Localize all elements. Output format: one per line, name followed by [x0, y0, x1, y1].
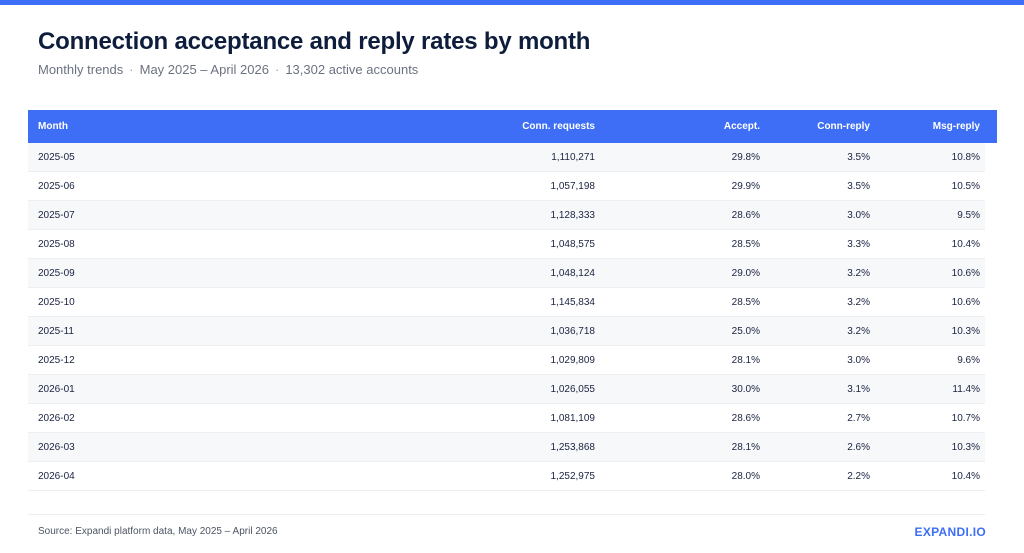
cell-accept: 29.0%: [731, 267, 760, 279]
footer-divider: [28, 514, 985, 515]
cell-accept: 30.0%: [731, 383, 760, 395]
cell-conn-reply: 3.2%: [847, 296, 870, 308]
cell-msg-reply: 10.8%: [951, 151, 980, 163]
cell-conn-reply: 3.0%: [847, 354, 870, 366]
cell-conn-reply: 3.2%: [847, 267, 870, 279]
cell-month: 2025-10: [38, 296, 75, 308]
cell-msg-reply: 10.7%: [951, 412, 980, 424]
column-header-conn-reply: Conn-reply: [817, 121, 870, 132]
column-header-msg-reply: Msg-reply: [932, 121, 980, 132]
cell-conn-requests: 1,081,109: [550, 412, 596, 424]
cell-conn-reply: 2.2%: [847, 470, 870, 482]
cell-accept: 29.9%: [731, 180, 760, 192]
brand-logo-text: EXPANDI.IO: [914, 525, 986, 539]
table-row: 2025-08 1,048,575 28.5% 3.3% 10.4%: [28, 230, 985, 259]
cell-accept: 28.5%: [731, 238, 760, 250]
cell-accept: 28.5%: [731, 296, 760, 308]
cell-conn-requests: 1,036,718: [550, 325, 596, 337]
cell-conn-reply: 3.2%: [847, 325, 870, 337]
subtitle-trends: Monthly trends: [38, 62, 124, 77]
cell-conn-requests: 1,128,333: [550, 209, 596, 221]
subtitle-accounts: 13,302 active accounts: [285, 62, 419, 77]
table-row: 2026-01 1,026,055 30.0% 3.1% 11.4%: [28, 375, 985, 404]
table-header-row: Month Conn. requests Accept. Conn-reply …: [28, 110, 997, 143]
cell-month: 2026-01: [38, 383, 75, 395]
cell-accept: 29.8%: [731, 151, 760, 163]
cell-accept: 28.1%: [731, 441, 760, 453]
cell-conn-reply: 2.7%: [847, 412, 870, 424]
column-header-accept: Accept.: [723, 121, 760, 132]
subtitle-separator: ·: [129, 62, 134, 77]
table-row: 2025-05 1,110,271 29.8% 3.5% 10.8%: [28, 143, 985, 172]
cell-conn-requests: 1,026,055: [550, 383, 596, 395]
table-row: 2025-06 1,057,198 29.9% 3.5% 10.5%: [28, 172, 985, 201]
cell-conn-requests: 1,253,868: [550, 441, 596, 453]
cell-month: 2025-08: [38, 238, 75, 250]
table-row: 2026-04 1,252,975 28.0% 2.2% 10.4%: [28, 462, 985, 491]
column-header-month: Month: [38, 121, 68, 132]
cell-accept: 25.0%: [731, 325, 760, 337]
cell-msg-reply: 10.5%: [951, 180, 980, 192]
cell-accept: 28.6%: [731, 412, 760, 424]
table-row: 2025-07 1,128,333 28.6% 3.0% 9.5%: [28, 201, 985, 230]
subtitle-separator: ·: [274, 62, 280, 77]
column-header-conn-requests: Conn. requests: [522, 121, 595, 132]
cell-month: 2025-06: [38, 180, 75, 192]
page-subtitle: Monthly trends · May 2025 – April 2026 · 13,…: [38, 62, 418, 77]
cell-conn-requests: 1,029,809: [550, 354, 596, 366]
cell-month: 2026-03: [38, 441, 75, 453]
cell-msg-reply: 9.5%: [957, 209, 980, 221]
cell-msg-reply: 10.6%: [951, 296, 980, 308]
table-row: 2025-11 1,036,718 25.0% 3.2% 10.3%: [28, 317, 985, 346]
cell-accept: 28.1%: [731, 354, 760, 366]
cell-msg-reply: 11.4%: [952, 383, 980, 395]
subtitle-date-range: May 2025 – April 2026: [139, 62, 269, 77]
cell-conn-requests: 1,145,834: [550, 296, 596, 308]
data-table: Month Conn. requests Accept. Conn-reply …: [28, 110, 997, 491]
table-row: 2025-10 1,145,834 28.5% 3.2% 10.6%: [28, 288, 985, 317]
cell-msg-reply: 10.4%: [951, 470, 980, 482]
cell-conn-requests: 1,110,271: [551, 151, 595, 163]
cell-month: 2026-02: [38, 412, 75, 424]
cell-month: 2025-09: [38, 267, 75, 279]
cell-msg-reply: 9.6%: [957, 354, 980, 366]
cell-conn-requests: 1,048,575: [550, 238, 596, 250]
cell-msg-reply: 10.3%: [951, 325, 980, 337]
cell-conn-reply: 3.3%: [847, 238, 870, 250]
source-note: Source: Expandi platform data, May 2025 …: [38, 526, 278, 537]
cell-month: 2025-05: [38, 151, 75, 163]
cell-conn-reply: 3.5%: [847, 151, 870, 163]
cell-conn-requests: 1,252,975: [550, 470, 596, 482]
cell-conn-requests: 1,048,124: [550, 267, 596, 279]
cell-msg-reply: 10.4%: [951, 238, 980, 250]
cell-conn-reply: 2.6%: [847, 441, 870, 453]
cell-msg-reply: 10.6%: [951, 267, 980, 279]
cell-month: 2025-07: [38, 209, 75, 221]
cell-accept: 28.0%: [731, 470, 760, 482]
top-accent-bar: [0, 0, 1024, 5]
cell-conn-reply: 3.1%: [847, 383, 870, 395]
cell-accept: 28.6%: [731, 209, 760, 221]
cell-month: 2025-11: [38, 325, 74, 337]
table-row: 2026-02 1,081,109 28.6% 2.7% 10.7%: [28, 404, 985, 433]
table-row: 2025-09 1,048,124 29.0% 3.2% 10.6%: [28, 259, 985, 288]
cell-conn-requests: 1,057,198: [550, 180, 596, 192]
table-body: 2025-05 1,110,271 29.8% 3.5% 10.8% 2025-06 1,0…: [28, 143, 997, 491]
cell-month: 2025-12: [38, 354, 75, 366]
cell-msg-reply: 10.3%: [951, 441, 980, 453]
page-title: Connection acceptance and reply rates by…: [38, 28, 591, 55]
table-row: 2026-03 1,253,868 28.1% 2.6% 10.3%: [28, 433, 985, 462]
cell-month: 2026-04: [38, 470, 75, 482]
cell-conn-reply: 3.0%: [847, 209, 870, 221]
table-row: 2025-12 1,029,809 28.1% 3.0% 9.6%: [28, 346, 985, 375]
cell-conn-reply: 3.5%: [847, 180, 870, 192]
